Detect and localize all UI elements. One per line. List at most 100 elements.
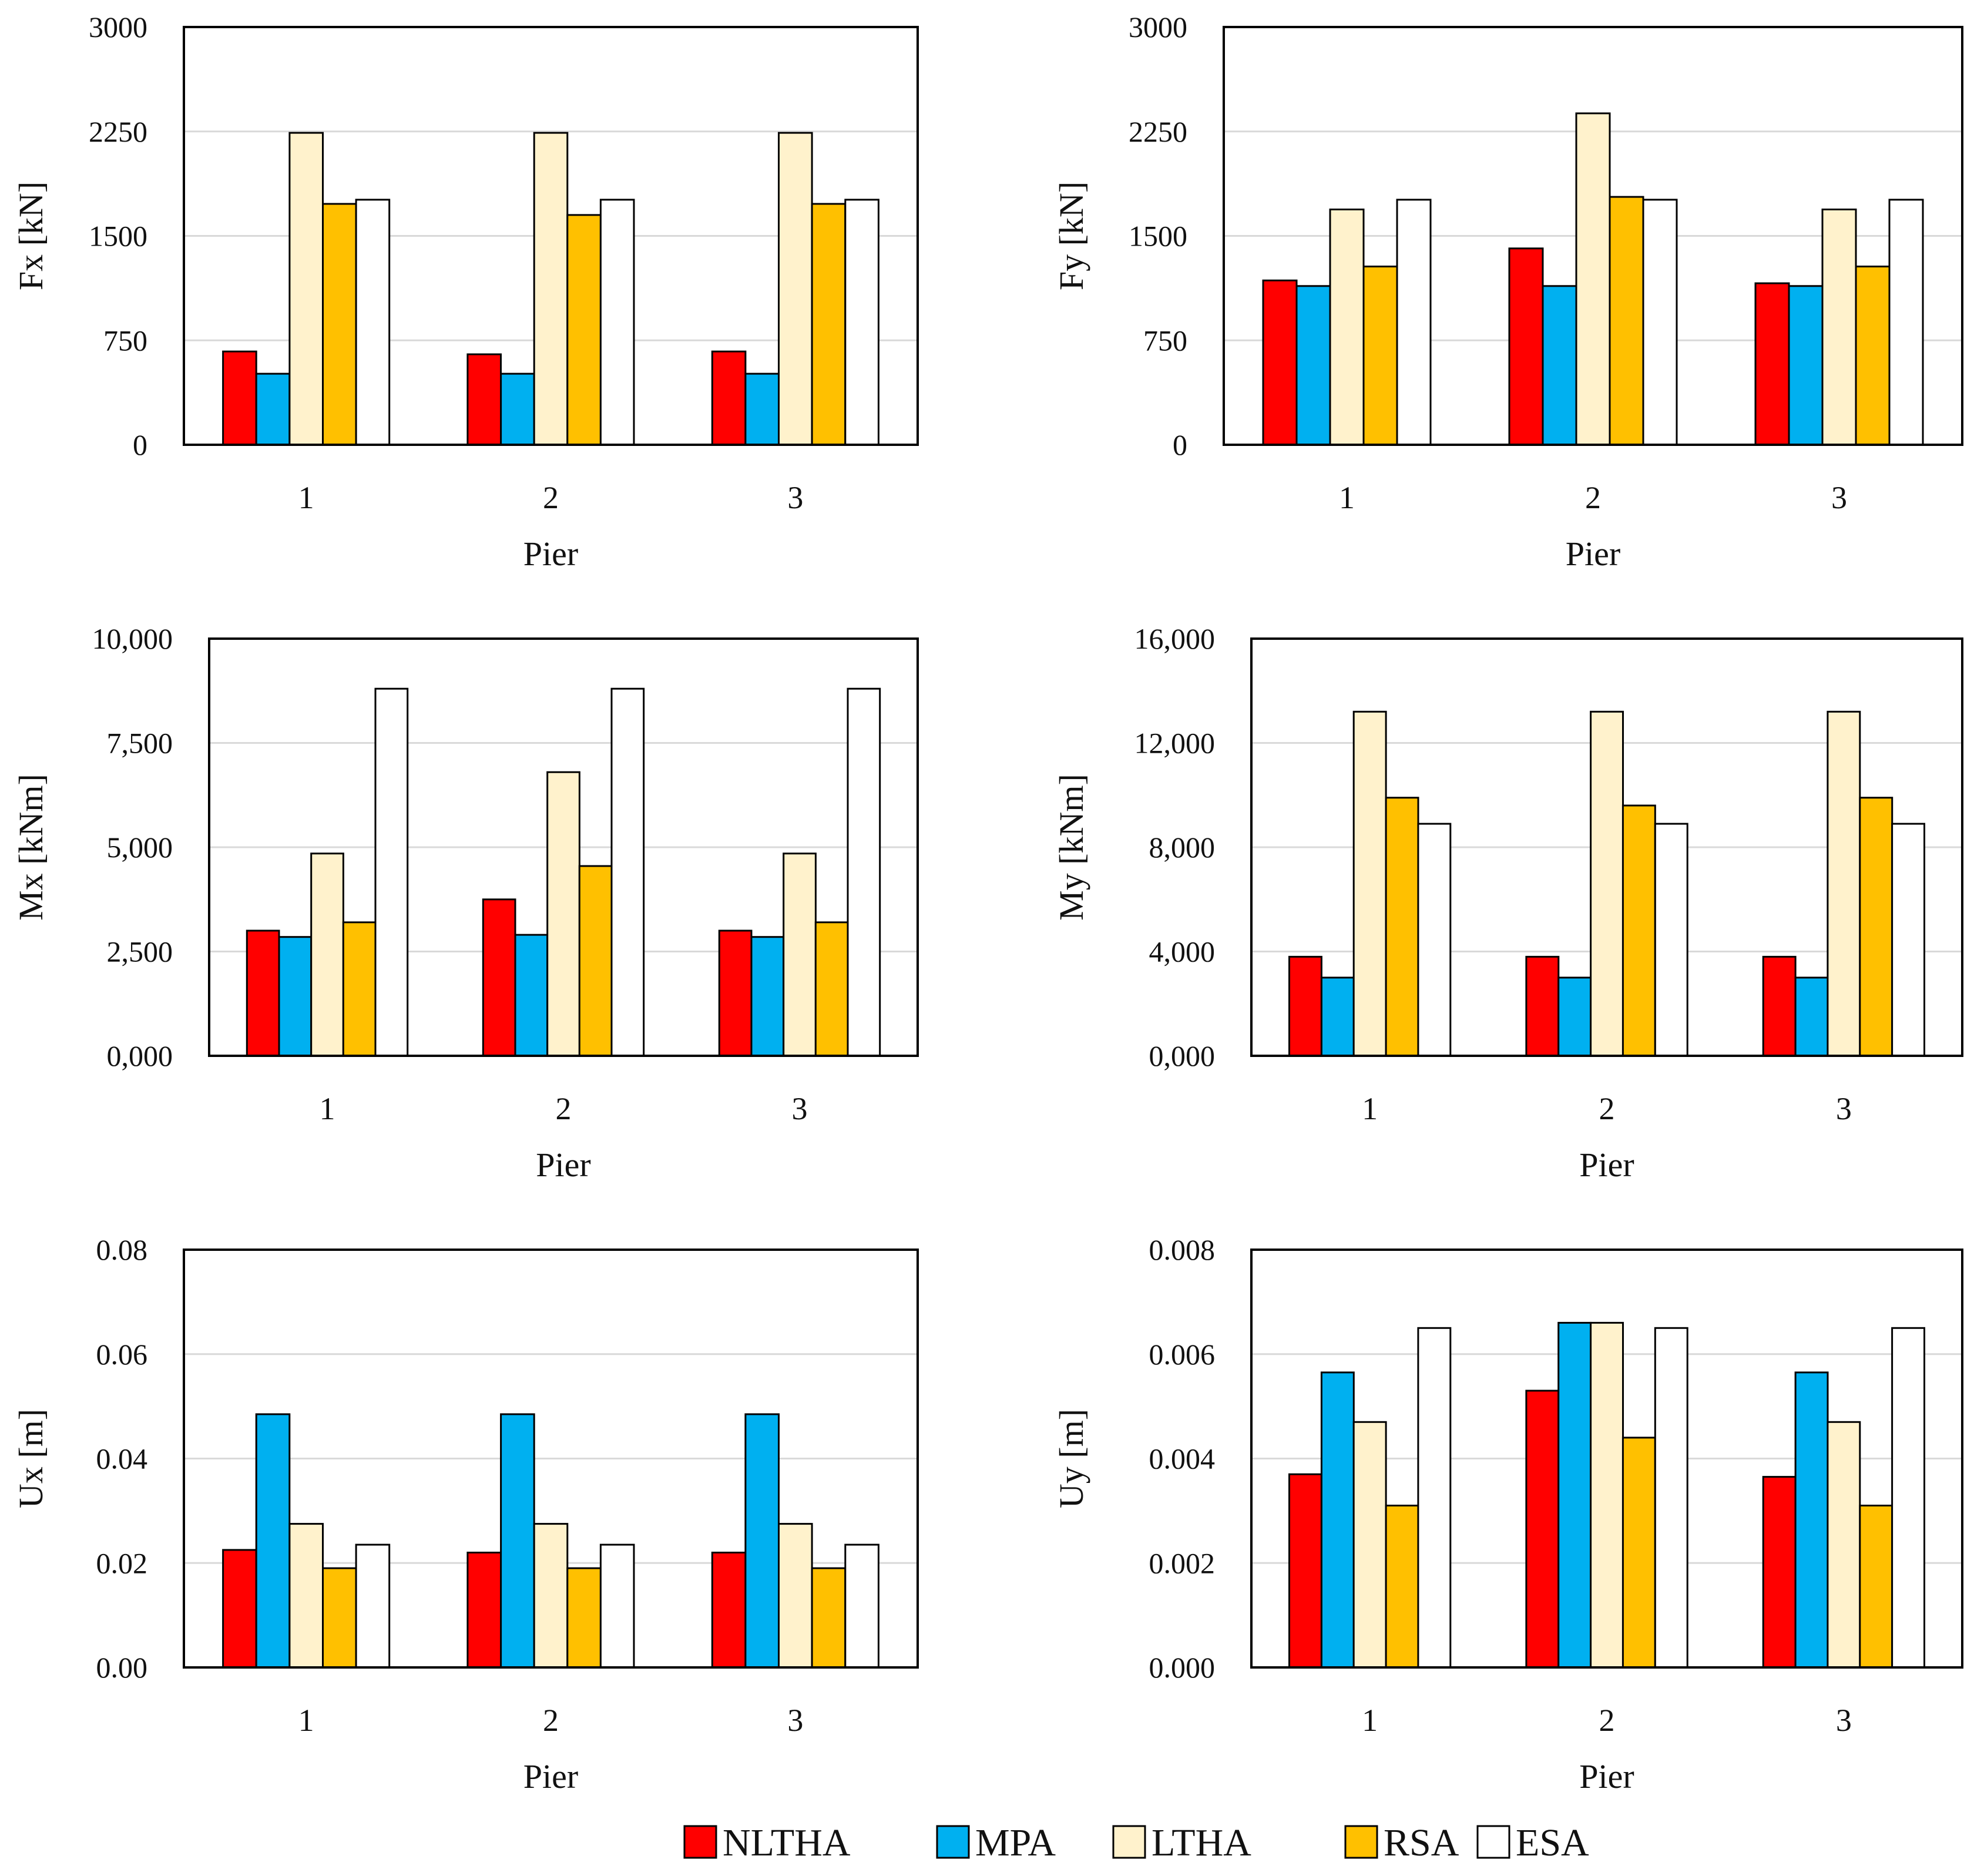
x-tick-label: 3 (792, 1091, 808, 1126)
y-tick-label: 0.008 (1149, 1233, 1216, 1266)
bar-mpa-pier-3 (744, 1413, 780, 1669)
y-tick-label: 10,000 (92, 622, 173, 655)
bar-rsa-pier-3 (811, 203, 847, 446)
chart-fx: 0 750 1500 2250 3000 1 2 3 Pier Fx [kN] (12, 11, 919, 573)
bar-esa-pier-2 (610, 687, 645, 1057)
x-tick-label: 2 (556, 1091, 572, 1126)
plot-frame (183, 26, 919, 446)
bar-rsa-pier-2 (578, 865, 613, 1057)
y-tick-label: 750 (103, 324, 147, 357)
bar-nltha-pier-1 (1288, 955, 1322, 1057)
bar-nltha-pier-2 (1525, 955, 1560, 1057)
x-tick-label: 3 (1836, 1703, 1852, 1738)
y-axis-label: Fy [kN] (1052, 182, 1090, 290)
y-tick-label: 3000 (89, 11, 147, 43)
y-tick-label: 0.002 (1149, 1546, 1216, 1579)
legend-swatch-rsa (1344, 1825, 1378, 1859)
y-tick-label: 0.00 (96, 1651, 148, 1684)
bar-rsa-pier-3 (811, 1567, 847, 1669)
legend-swatch-esa (1476, 1825, 1510, 1859)
y-axis-label: Mx [kNm] (12, 774, 50, 921)
bar-mpa-pier-1 (255, 1413, 291, 1669)
legend-label-rsa: RSA (1384, 1821, 1459, 1864)
bar-esa-pier-1 (374, 687, 409, 1057)
y-tick-label: 750 (1143, 324, 1187, 357)
bar-ltha-pier-3 (778, 1523, 813, 1669)
y-tick-label: 0.02 (96, 1546, 148, 1579)
bar-esa-pier-3 (1891, 1327, 1926, 1669)
bar-ltha-pier-2 (1590, 1321, 1624, 1669)
bar-nltha-pier-2 (466, 353, 502, 446)
bar-mpa-pier-2 (514, 934, 549, 1057)
chart-mx: 0,000 2,500 5,000 7,500 10,000 1 2 3 Pier Mx [kNm… (12, 622, 919, 1184)
bar-mpa-pier-3 (750, 936, 785, 1057)
bar-ltha-pier-3 (778, 132, 813, 446)
bar-nltha-pier-3 (1762, 955, 1797, 1057)
y-tick-label: 3000 (1129, 11, 1187, 43)
bar-mpa-pier-3 (1794, 976, 1829, 1057)
y-tick-label: 8,000 (1149, 831, 1216, 864)
bar-nltha-pier-3 (1754, 282, 1790, 446)
x-axis-label: Pier (523, 535, 578, 573)
y-tick-label: 0.000 (1149, 1651, 1216, 1684)
y-axis-label: My [kNm] (1052, 774, 1090, 921)
bar-mpa-pier-2 (500, 372, 535, 446)
x-tick-label: 2 (1585, 480, 1601, 515)
bar-nltha-pier-1 (1288, 1473, 1322, 1669)
bar-esa-pier-2 (1654, 823, 1688, 1057)
y-tick-label: 0.04 (96, 1442, 148, 1475)
bar-ltha-pier-1 (1352, 710, 1387, 1057)
bar-nltha-pier-1 (246, 929, 280, 1057)
bar-rsa-pier-1 (1385, 1505, 1419, 1669)
bar-esa-pier-1 (355, 1543, 391, 1669)
bar-rsa-pier-2 (566, 1567, 602, 1669)
legend-label-nltha: NLTHA (723, 1821, 851, 1864)
bar-esa-pier-3 (847, 687, 881, 1057)
plot-frame (1223, 26, 1963, 446)
y-axis-label: Uy [m] (1052, 1409, 1090, 1508)
legend: NLTHA MPA LTHA RSA ESA (683, 1821, 1589, 1864)
y-tick-label: 0.006 (1149, 1338, 1216, 1371)
bar-esa-pier-2 (599, 1543, 635, 1669)
legend-swatch-ltha (1112, 1825, 1146, 1859)
bar-rsa-pier-2 (566, 214, 602, 446)
chart-my: 0,000 4,000 8,000 12,000 16,000 1 2 3 Pier My [kN… (1052, 622, 1963, 1184)
y-tick-label: 16,000 (1134, 622, 1216, 655)
bar-esa-pier-3 (844, 199, 879, 446)
x-tick-label: 1 (1339, 480, 1355, 515)
bar-esa-pier-2 (1642, 199, 1678, 446)
bar-nltha-pier-3 (718, 929, 753, 1057)
chart-uy: 0.000 0.002 0.004 0.006 0.008 1 2 3 Pier Uy [m] (1052, 1233, 1963, 1796)
chart-fy: 0 750 1500 2250 3000 1 2 3 Pier Fy [kN] (1052, 11, 1963, 573)
bar-nltha-pier-1 (222, 1549, 257, 1669)
legend-label-ltha: LTHA (1152, 1821, 1251, 1864)
y-tick-label: 0 (1173, 428, 1187, 461)
x-axis-label: Pier (1579, 1757, 1634, 1796)
y-tick-label: 1500 (1129, 220, 1187, 253)
bar-rsa-pier-1 (1385, 797, 1419, 1057)
bar-nltha-pier-3 (711, 350, 747, 446)
x-tick-label: 1 (320, 1091, 335, 1126)
x-tick-label: 1 (298, 1703, 314, 1738)
y-tick-label: 2,500 (107, 935, 173, 968)
plot-frame (208, 637, 919, 1057)
x-tick-label: 1 (298, 480, 314, 515)
bar-nltha-pier-1 (1262, 279, 1298, 446)
x-tick-label: 3 (787, 480, 803, 515)
y-tick-label: 0.004 (1149, 1442, 1216, 1475)
x-axis-label: Pier (1566, 535, 1620, 573)
bar-esa-pier-3 (1888, 199, 1924, 446)
bar-ltha-pier-2 (533, 1523, 569, 1669)
plot-frame (183, 1249, 919, 1669)
x-tick-label: 3 (1836, 1091, 1852, 1126)
x-axis-label: Pier (536, 1146, 590, 1184)
bar-ltha-pier-1 (1329, 209, 1365, 446)
x-axis-label: Pier (523, 1757, 578, 1796)
bar-rsa-pier-1 (342, 921, 377, 1057)
y-tick-label: 4,000 (1149, 935, 1216, 968)
y-tick-label: 7,500 (107, 727, 173, 760)
bar-ltha-pier-3 (1827, 710, 1861, 1057)
bar-esa-pier-1 (355, 199, 391, 446)
bar-rsa-pier-2 (1622, 1437, 1656, 1669)
